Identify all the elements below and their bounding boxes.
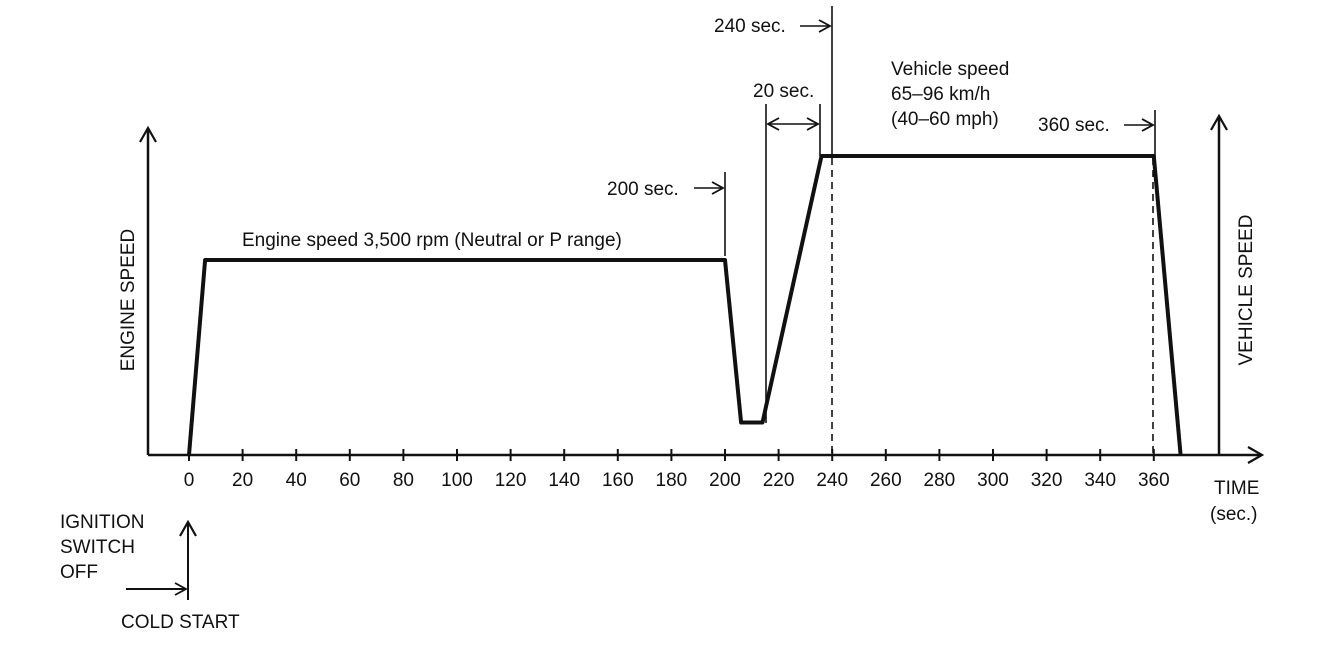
vehicle-speed-axis-label: VEHICLE SPEED — [1236, 215, 1257, 366]
time-tick-label: 120 — [495, 470, 527, 491]
ignition-label-line3: OFF — [60, 562, 98, 583]
vehicle-speed-label-line2: 65–96 km/h — [891, 84, 990, 105]
time-tick-label: 140 — [548, 470, 580, 491]
time-tick-label: 20 — [232, 470, 253, 491]
engine-plateau-label: Engine speed 3,500 rpm (Neutral or P ran… — [242, 230, 622, 251]
time-axis-label-line1: TIME — [1214, 478, 1259, 499]
time-tick-label: 260 — [870, 470, 902, 491]
time-tick-label: 340 — [1084, 470, 1116, 491]
time-tick-label: 60 — [339, 470, 360, 491]
time-tick-label: 80 — [393, 470, 414, 491]
time-tick-label: 240 — [816, 470, 848, 491]
engine-speed-axis-label: ENGINE SPEED — [118, 229, 139, 372]
callout-200-label: 200 sec. — [607, 179, 679, 200]
time-tick-label: 0 — [184, 470, 195, 491]
cold-start-label: COLD START — [121, 612, 240, 633]
time-tick-label: 280 — [924, 470, 956, 491]
time-tick-label: 220 — [763, 470, 795, 491]
time-tick-label: 360 — [1138, 470, 1170, 491]
ignition-label-line1: IGNITION — [60, 512, 144, 533]
callout-20-label: 20 sec. — [753, 81, 814, 102]
vehicle-speed-label-line1: Vehicle speed — [891, 59, 1009, 80]
vehicle-speed-label-line3: (40–60 mph) — [891, 109, 999, 130]
callout-240-label: 240 sec. — [714, 16, 786, 37]
speed-trace — [187, 154, 1183, 456]
ignition-label-line2: SWITCH — [60, 537, 135, 558]
time-tick-label: 320 — [1031, 470, 1063, 491]
callout-360-label: 360 sec. — [1038, 115, 1110, 136]
time-tick-label: 300 — [977, 470, 1009, 491]
time-tick-label: 180 — [656, 470, 688, 491]
time-axis-label-line2: (sec.) — [1210, 504, 1258, 525]
time-tick-label: 160 — [602, 470, 634, 491]
time-tick-label: 40 — [286, 470, 307, 491]
time-ticks: 0 20 40 60 80 100 120 140 160 180 200 220 240 260 280 3… — [184, 449, 1170, 491]
time-tick-label: 200 — [709, 470, 741, 491]
time-tick-label: 100 — [441, 470, 473, 491]
